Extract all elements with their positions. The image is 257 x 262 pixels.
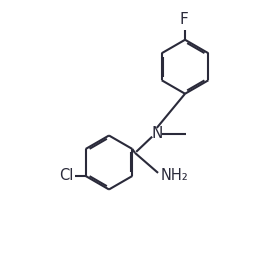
Text: N: N [151, 126, 162, 141]
Text: F: F [179, 12, 188, 27]
Text: Cl: Cl [59, 168, 73, 183]
Text: NH₂: NH₂ [161, 168, 188, 183]
